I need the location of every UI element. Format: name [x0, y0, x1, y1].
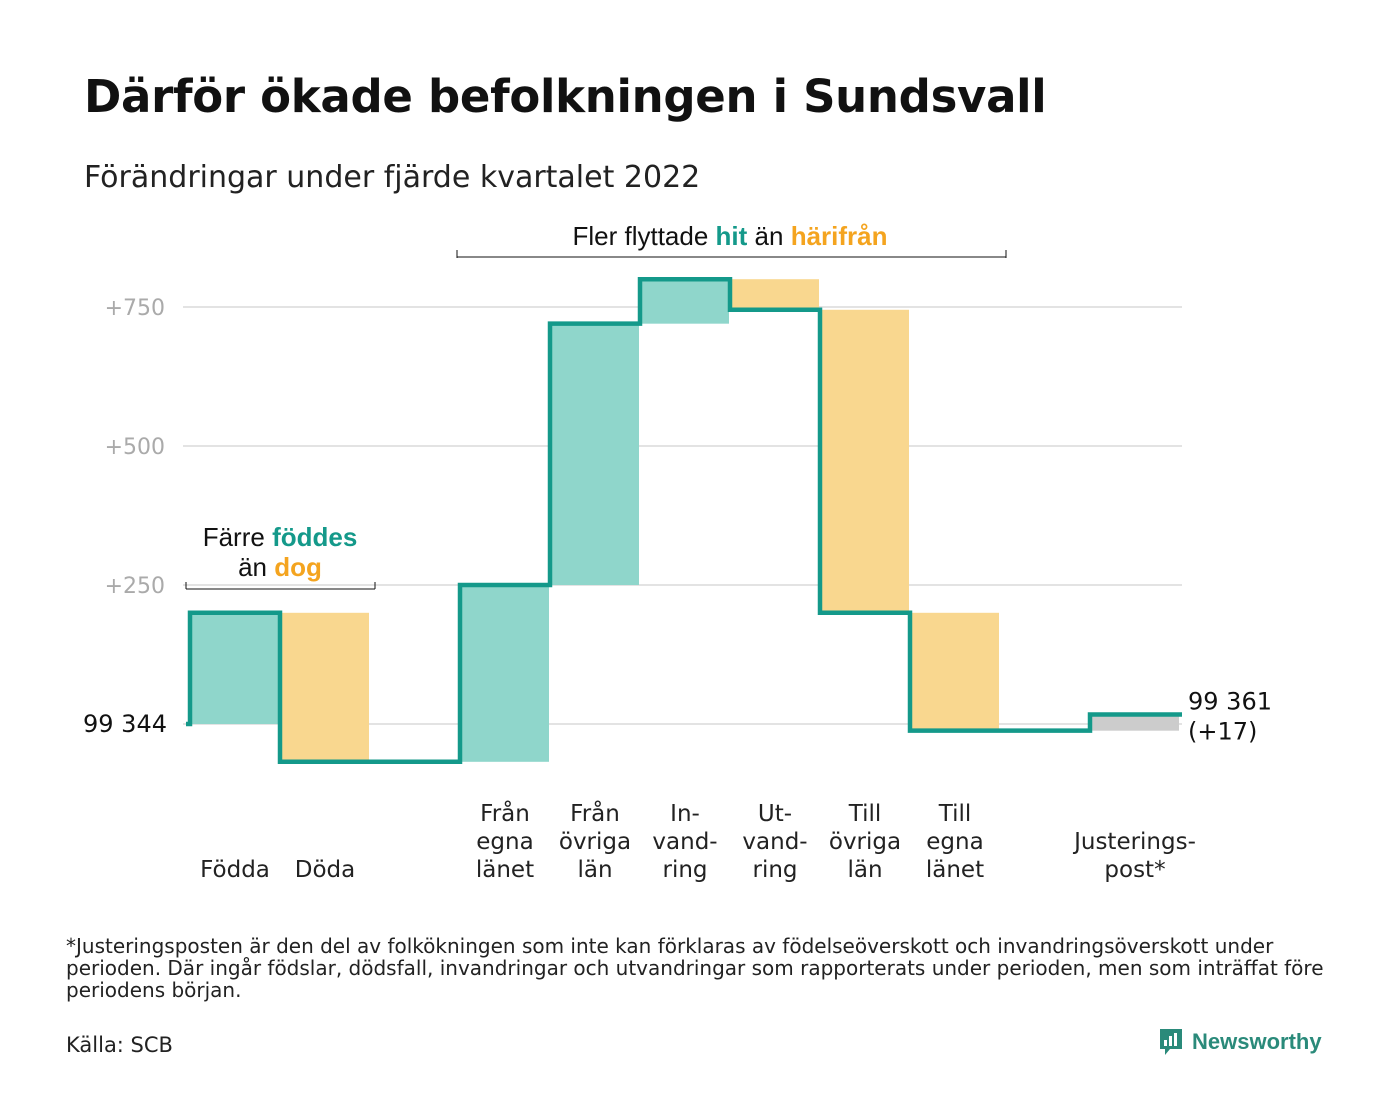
waterfall-bar	[191, 612, 279, 724]
waterfall-bar	[731, 279, 819, 310]
category-label: Från	[480, 799, 530, 827]
labels: Födda DödaFrånegnalänetFrånövrigalänIn-va…	[83, 688, 1272, 883]
category-label: Födda	[200, 857, 270, 883]
births-annotation-line1: Färre föddes	[203, 522, 358, 552]
waterfall-chart: +250+500+750 Födda DödaFrånegnalänetFrånö…	[83, 221, 1272, 883]
migration-annotation: Fler flyttade hit än härifrån	[456, 221, 1007, 258]
y-tick-label: +250	[105, 574, 165, 599]
births-annotation: Färre föddes än dog	[185, 522, 376, 590]
category-label: egna	[476, 829, 533, 855]
category-label: Till	[848, 801, 882, 827]
category-label: vand-	[742, 829, 807, 855]
births-annotation-line2: än dog	[238, 552, 322, 582]
end-value-label: 99 361	[1188, 688, 1272, 716]
y-tick-label: +500	[105, 435, 165, 460]
category-label: länet	[926, 857, 984, 883]
category-label: vand-	[652, 829, 717, 855]
start-value-label: 99 344	[83, 710, 167, 738]
category-label: Justerings-	[1072, 829, 1196, 855]
category-label: övriga	[829, 829, 901, 855]
waterfall-bar	[551, 323, 639, 585]
category-label: länet	[476, 857, 534, 883]
cumulative-step-line	[186, 276, 1182, 765]
category-label: övriga	[559, 829, 631, 855]
category-label: Döda	[295, 857, 355, 883]
waterfall-bar	[461, 585, 549, 762]
category-label: Från	[570, 799, 620, 827]
migration-bracket	[456, 250, 1007, 258]
newsworthy-logo-icon	[1160, 1029, 1182, 1055]
category-label: post*	[1104, 857, 1165, 883]
footnote: *Justeringsposten är den del av folkökni…	[66, 934, 1324, 1002]
category-label: län	[577, 857, 612, 883]
bars	[191, 279, 1179, 762]
chart-subtitle: Förändringar under fjärde kvartalet 2022	[84, 160, 701, 195]
migration-annotation-text: Fler flyttade hit än härifrån	[572, 221, 887, 251]
y-tick-label: +750	[105, 296, 165, 321]
category-label: Ut-	[758, 801, 792, 827]
chart-title: Därför ökade befolkningen i Sundsvall	[84, 70, 1047, 123]
brand-name: Newsworthy	[1192, 1029, 1322, 1054]
category-label: Till	[938, 801, 972, 827]
category-label: ring	[662, 857, 707, 883]
end-change-label: (+17)	[1188, 718, 1257, 746]
source-note: Källa: SCB	[66, 1033, 173, 1057]
waterfall-bar	[641, 279, 729, 324]
step-line	[186, 276, 1182, 765]
category-label: In-	[670, 801, 700, 827]
births-bracket	[185, 582, 376, 590]
waterfall-bar	[911, 612, 999, 731]
waterfall-bar	[1091, 714, 1179, 731]
waterfall-bar	[281, 612, 369, 762]
category-label: egna	[926, 829, 983, 855]
category-label: län	[847, 857, 882, 883]
waterfall-bar	[821, 309, 909, 613]
category-label: ring	[752, 857, 797, 883]
brand: Newsworthy	[1158, 1027, 1322, 1057]
